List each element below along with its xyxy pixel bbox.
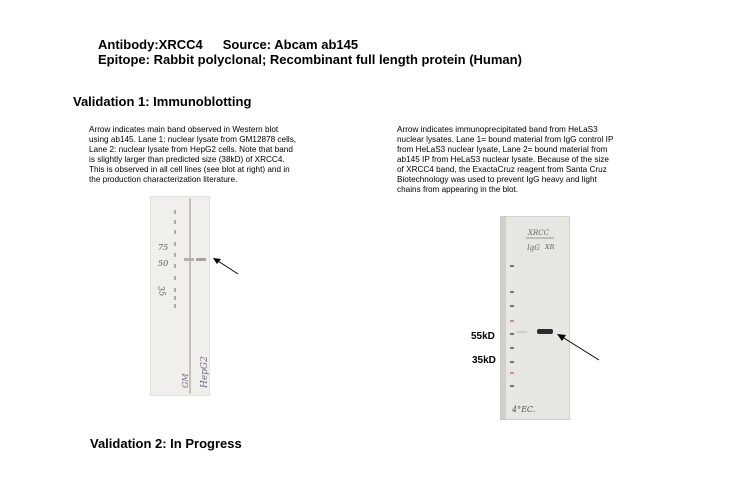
lane-2-label: XR — [544, 243, 555, 251]
band-lane-2 — [196, 258, 206, 261]
arrow-right-band-indicator — [557, 334, 600, 361]
lane-1-label: GM — [181, 373, 190, 388]
left-description: Arrow indicates main band observed in We… — [89, 125, 389, 185]
marker-50-label: 50 — [158, 259, 168, 268]
antibody-label: Antibody:XRCC4 — [98, 37, 203, 52]
arrow-left-band-indicator — [213, 258, 239, 275]
left-description-line: is slightly larger than predicted size (… — [89, 155, 285, 164]
left-description-line: Lane 2: nuclear lysate from HepG2 cells.… — [89, 145, 293, 154]
lane-1-label: IgG — [526, 244, 540, 252]
marker-75-label: 75 — [158, 243, 168, 252]
western-blot-right-image: XRCC IgG XR 4°EC. — [500, 216, 570, 420]
mw-35kd-label: 35kD — [472, 355, 496, 366]
right-description-line: ab145 IP from HeLaS3 nuclear lysate. Bec… — [397, 155, 609, 164]
right-description-line: nuclear lysates. Lane 1= bound material … — [397, 135, 614, 144]
right-description-line: of XRCC4 band, the ExactaCruz reagent fr… — [397, 165, 607, 174]
right-description: Arrow indicates immunoprecipitated band … — [397, 125, 697, 195]
right-description-line: Arrow indicates immunoprecipitated band … — [397, 125, 598, 134]
band-lane-1 — [184, 258, 194, 261]
source-label: Source: Abcam ab145 — [222, 37, 359, 52]
right-description-line: chains from appearing in the blot. — [397, 185, 519, 194]
validation-2-title: Validation 2: In Progress — [90, 436, 242, 451]
western-blot-left-image: 75 50 35 GM HepG2 — [150, 196, 210, 396]
antibody-header-line: Antibody:XRCC4 Source: Abcam ab145 — [98, 37, 358, 52]
ip-band-lane-2 — [537, 329, 553, 334]
lane-2-label: HepG2 — [200, 356, 210, 389]
right-description-line: from HeLaS3 nuclear lysate, Lane 2= boun… — [397, 145, 608, 154]
mw-55kd-label: 55kD — [471, 331, 495, 342]
ladder-ticks — [510, 265, 514, 387]
right-description-line: Biotechnology was used to prevent IgG he… — [397, 175, 597, 184]
left-description-line: This is observed in all cell lines (see … — [89, 165, 290, 174]
blot-title-label: XRCC — [527, 229, 550, 237]
blot-left-shadow — [500, 216, 506, 420]
left-description-line: Arrow indicates main band observed in We… — [89, 125, 279, 134]
validation-1-title: Validation 1: Immunoblotting — [73, 94, 252, 109]
blot-bottom-note: 4°EC. — [511, 405, 535, 414]
faint-band-lane-1 — [517, 331, 527, 333]
blot-membrane — [150, 196, 210, 396]
left-description-line: using ab145. Lane 1: nuclear lysate from… — [89, 135, 297, 144]
marker-35-label: 35 — [156, 285, 167, 297]
left-description-line: the production characterization literatu… — [89, 175, 238, 184]
epitope-label: Epitope: Rabbit polyclonal; Recombinant … — [98, 52, 522, 67]
